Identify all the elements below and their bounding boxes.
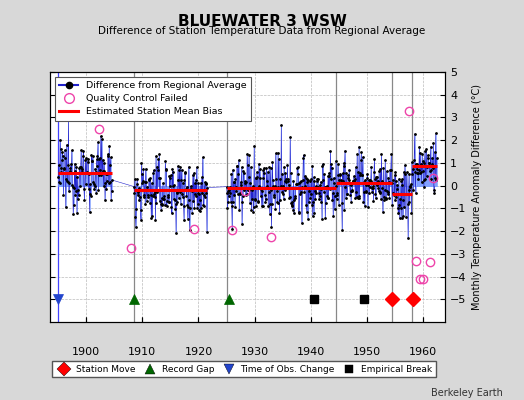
- Text: Difference of Station Temperature Data from Regional Average: Difference of Station Temperature Data f…: [99, 26, 425, 36]
- Text: Berkeley Earth: Berkeley Earth: [431, 388, 503, 398]
- Y-axis label: Monthly Temperature Anomaly Difference (°C): Monthly Temperature Anomaly Difference (…: [472, 84, 482, 310]
- Legend: Station Move, Record Gap, Time of Obs. Change, Empirical Break: Station Move, Record Gap, Time of Obs. C…: [52, 361, 435, 378]
- Text: BLUEWATER 3 WSW: BLUEWATER 3 WSW: [178, 14, 346, 29]
- Legend: Difference from Regional Average, Quality Control Failed, Estimated Station Mean: Difference from Regional Average, Qualit…: [54, 77, 251, 121]
